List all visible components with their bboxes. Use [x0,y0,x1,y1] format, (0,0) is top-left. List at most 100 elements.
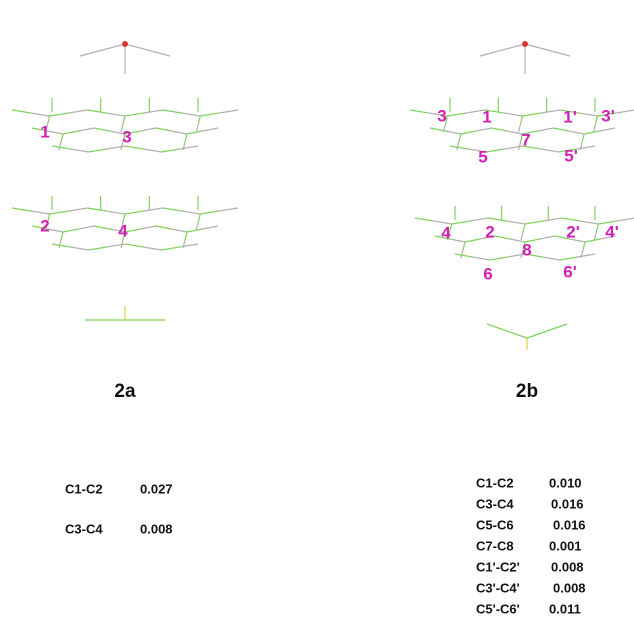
bond-name: C5-C6 [476,517,514,532]
bond [59,240,61,248]
bond [70,149,88,152]
bond [455,254,473,257]
bond [495,236,510,239]
bond [488,218,506,221]
bond [69,110,88,113]
atom-label: 1' [563,107,577,126]
bond [31,211,50,214]
bond [107,244,125,247]
bond [198,214,200,222]
bond [63,131,79,134]
atom-label: 4 [441,223,451,242]
bond [470,218,488,221]
bond [50,211,69,214]
bond [577,146,595,149]
bond [196,222,198,230]
bond-distance: 0.027 [140,481,173,496]
atom-label: 1 [40,122,49,141]
bond [200,211,219,214]
bond [594,232,596,240]
bond [473,257,491,260]
bond [219,110,238,113]
bond [156,128,172,131]
bond [52,244,70,247]
bond [541,110,560,113]
bond [504,146,522,149]
bond [616,110,634,113]
bond [80,44,125,56]
bond [507,221,525,224]
atom-label: 4 [118,221,128,240]
atom-label: 6 [483,264,492,283]
bond-name: C1-C2 [476,475,514,490]
bond [106,113,125,116]
bond-name: C3'-C4' [476,580,520,595]
bond [541,149,559,152]
bond [450,239,465,242]
atom-label: 6' [563,262,577,281]
bond [141,128,157,131]
bond [490,257,508,260]
bond [480,44,525,56]
atom-label: 1 [482,107,491,126]
bond [172,131,188,134]
bond [94,128,110,131]
bond [61,232,63,240]
bond [461,131,476,134]
bond [185,134,187,142]
bond [553,128,568,131]
bond [144,110,163,113]
bond [463,242,465,250]
bond [486,149,504,152]
bond [525,44,570,56]
panel-title: 2a [114,381,136,402]
bond [123,116,125,124]
bond [48,131,64,134]
bond [52,146,70,149]
bond [507,131,522,134]
bond [87,110,106,113]
bond [476,128,491,131]
bond [187,131,203,134]
bond [79,128,95,131]
bond [465,239,480,242]
bond [596,224,598,232]
bond [106,211,125,214]
bond [203,226,219,229]
bond [48,229,64,232]
oxygen [122,41,128,47]
atom-label: 7 [521,130,530,149]
bond [584,131,599,134]
bond-name: C7-C8 [476,538,514,553]
bond [63,229,79,232]
bond [578,254,596,257]
bond-name: C3-C4 [65,521,103,536]
bond [59,142,61,150]
bond [182,113,201,116]
bond [162,247,180,250]
bond [519,124,521,132]
bond [163,110,182,113]
atom-label: 2' [566,222,580,241]
bond [61,134,63,142]
bond [203,128,219,131]
bond [143,149,161,152]
bond [543,218,561,221]
bond [492,128,507,131]
bond-name: C1'-C2' [476,559,520,574]
bond [31,113,50,116]
bond [600,128,615,131]
bond-distance: 0.010 [549,475,582,490]
bond [523,113,542,116]
atom-label: 2 [40,216,49,235]
bond [94,226,110,229]
bond [200,113,219,116]
bond [459,134,461,142]
bond [525,221,543,224]
bond-name: C1-C2 [65,481,103,496]
bond-distance: 0.016 [553,517,586,532]
bond [445,131,460,134]
bond [487,324,527,338]
bond [143,247,161,250]
bond [125,244,143,247]
